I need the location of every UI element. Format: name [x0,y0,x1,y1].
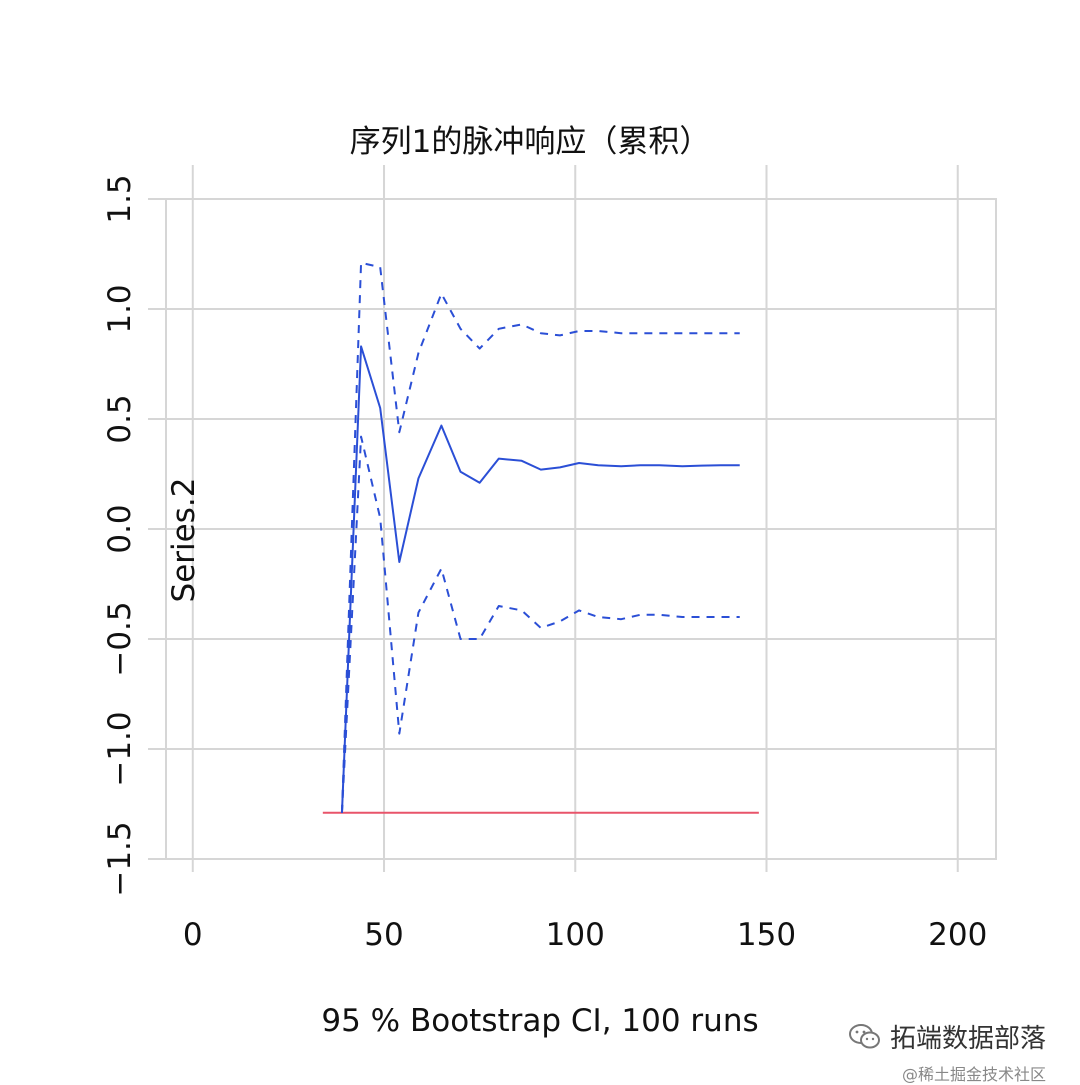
ci-line-2 [340,435,740,813]
x-tick-label: 150 [737,917,796,953]
watermark: 拓端数据部落 @稀土掘金技术社区 [848,1018,1046,1085]
y-tick-label: 1.0 [102,284,138,333]
y-tick-label: −1.0 [102,711,138,786]
response-line [340,345,740,813]
y-tick-label: −0.5 [102,601,138,676]
x-axis-label: 95 % Bootstrap CI, 100 runs [321,1003,758,1039]
wechat-icon [848,1023,882,1051]
y-tick-label: 0.0 [102,504,138,553]
x-tick-label: 200 [928,917,987,953]
x-tick-label: 0 [183,917,203,953]
x-tick-label: 50 [364,917,403,953]
axis-ticks: 0 50 100 150 200 −1.5 −1.0 −0.5 0.0 0.5 1.0 1.5 [102,174,987,953]
grid [148,165,996,872]
y-tick-label: 0.5 [102,394,138,443]
chart-title: 序列1的脉冲响应（累积） [350,124,711,160]
ci-line-1 [340,261,740,813]
y-tick-label: 1.5 [102,174,138,223]
y-axis-label: Series.2 [166,478,202,603]
y-tick-label: −1.5 [102,821,138,896]
watermark-source: @稀土掘金技术社区 [901,1065,1046,1084]
plot-box [165,198,997,860]
x-tick-label: 100 [546,917,605,953]
watermark-brand: 拓端数据部落 [889,1024,1046,1054]
series-lines [340,261,740,813]
